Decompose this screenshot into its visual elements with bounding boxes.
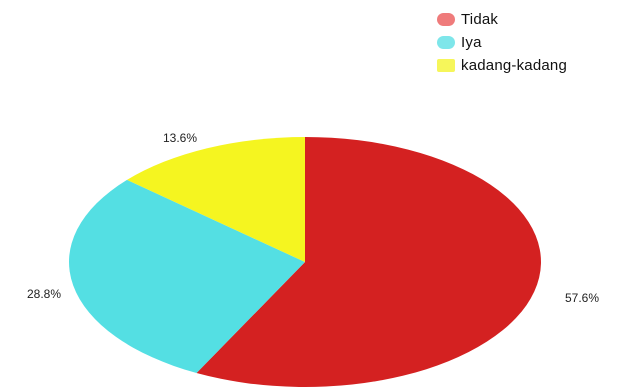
legend-label-kadang-kadang: kadang-kadang	[461, 56, 568, 74]
legend-swatch-tidak	[437, 12, 455, 26]
chart-legend: Tidak Iya kadang-kadang	[437, 8, 567, 77]
pie-slice-iya	[69, 179, 305, 374]
legend-label-tidak: Tidak	[461, 10, 499, 28]
pie-value-labels: 57.6% 28.8% 13.6%	[27, 131, 599, 305]
pie-label-tidak: 57.6%	[565, 291, 599, 305]
pie-slice-tidak	[196, 137, 541, 388]
legend-swatch-kadang-kadang	[437, 58, 455, 72]
pie-slices	[69, 137, 541, 388]
legend-label-iya: Iya	[461, 33, 482, 51]
legend-swatch-iya	[437, 35, 455, 49]
legend-item-kadang-kadang: kadang-kadang	[437, 54, 567, 76]
legend-item-tidak: Tidak	[437, 8, 567, 30]
pie-slice-kadang-kadang	[127, 137, 305, 262]
pie-label-iya: 28.8%	[27, 287, 61, 301]
legend-item-iya: Iya	[437, 31, 567, 53]
pie-label-kadang-kadang: 13.6%	[163, 131, 197, 145]
